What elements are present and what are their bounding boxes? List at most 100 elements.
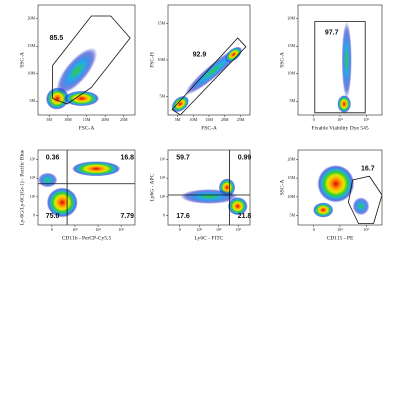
panel: 0 10³ 10⁴ 10⁵ 0 10³ 10⁴ 10⁵ CD11b - PerCP-Cy5.5 L… (18, 149, 136, 241)
y-tick-label: 15M (287, 175, 295, 180)
panel: 0 10³ 10⁴ 10⁵ 0 10³ 10⁴ 10⁵ Ly6C - FITC Ly6G - AP… (149, 149, 252, 241)
x-axis-label: Fixable Viability Dye 545 (311, 125, 368, 131)
x-axis-label: CD11b - PerCP-Cy5.5 (62, 235, 112, 241)
density (341, 21, 352, 99)
x-tick-label: 10⁵ (118, 227, 124, 232)
y-tick-label: 20M (27, 16, 35, 21)
x-tick-label: 20M (221, 117, 229, 122)
gate-percentage: 59.7 (176, 154, 190, 161)
y-axis-label: Ly-6G/Ly-6C(Gr-1) - Pacific Blue (18, 149, 25, 225)
y-tick-label: 10⁵ (160, 156, 166, 161)
density (38, 172, 58, 188)
y-tick-label: 10M (287, 194, 295, 199)
density (225, 46, 242, 63)
y-axis-label: SSC-A (279, 180, 285, 196)
y-tick-label: 10³ (160, 194, 166, 199)
x-tick-label: 10⁵ (236, 227, 242, 232)
y-tick-label: 15M (157, 20, 165, 25)
x-tick-label: 10⁴ (216, 227, 222, 232)
y-tick-label: 0 (163, 213, 165, 218)
y-tick-label: 0 (33, 213, 35, 218)
x-axis-label: CD115 - PE (327, 235, 354, 241)
density (337, 95, 351, 113)
density (171, 95, 189, 113)
gate-percentage: 16.7 (361, 166, 375, 173)
gate (52, 15, 131, 105)
y-tick-label: 5M (29, 98, 35, 103)
density-plot (171, 37, 247, 115)
x-tick-label: 25M (237, 117, 245, 122)
y-tick-label: 15M (287, 43, 295, 48)
x-axis-label: FSC-A (79, 125, 95, 131)
x-axis-label: Ly6C - FITC (195, 235, 224, 241)
panel: 5M 10M 15M 20M 0 10⁴ 10⁵ CD115 - PE SSC-A 16.7 (279, 149, 383, 241)
y-axis-label: Ly6G - APC (149, 173, 155, 201)
x-axis-label: FSC-A (201, 125, 217, 131)
density (180, 189, 238, 204)
gate-percentage: 7.79 (120, 213, 134, 220)
gate (171, 37, 247, 115)
density-plot (38, 150, 135, 225)
gate-percentage: 97.7 (325, 29, 339, 36)
x-tick-label: 5M (175, 117, 181, 122)
y-tick-label: 20M (287, 156, 295, 161)
y-tick-label: 5M (289, 213, 295, 218)
gate-percentage: 85.5 (50, 35, 64, 42)
density (71, 161, 121, 177)
density (227, 197, 248, 216)
y-axis-label: FSC-H (149, 52, 155, 68)
x-tick-label: 25M (120, 117, 128, 122)
x-tick-label: 10M (64, 117, 72, 122)
gate-percentage: 75.0 (46, 213, 60, 220)
y-axis-label: SSC-A (19, 52, 25, 68)
density-plot (314, 21, 366, 114)
x-tick-label: 10³ (72, 227, 78, 232)
x-tick-label: 15M (83, 117, 91, 122)
density (352, 197, 370, 216)
gate-percentage: 17.6 (176, 213, 190, 220)
gate (38, 150, 135, 225)
y-tick-label: 5M (159, 94, 165, 99)
y-tick-label: 10M (157, 57, 165, 62)
y-tick-label: 5M (289, 98, 295, 103)
density (46, 187, 78, 218)
gate-percentage: 16.8 (120, 154, 134, 161)
x-tick-label: 15M (205, 117, 213, 122)
x-tick-label: 0 (313, 227, 315, 232)
x-tick-label: 5M (46, 117, 52, 122)
density (317, 165, 355, 203)
x-tick-label: 10³ (197, 227, 203, 232)
x-tick-label: 10⁴ (95, 227, 101, 232)
y-tick-label: 10M (287, 71, 295, 76)
gate (168, 150, 250, 225)
panel: 5M 10M 15M 20M 0 10⁴ 10⁵ Fixable Viability Dye … (279, 4, 383, 131)
x-tick-label: 10M (189, 117, 197, 122)
density (64, 90, 100, 107)
x-tick-label: 0 (51, 227, 53, 232)
y-tick-label: 10⁴ (160, 175, 166, 180)
density-plot (168, 150, 250, 225)
gate-percentage: 92.9 (193, 51, 207, 58)
y-tick-label: 10M (27, 71, 35, 76)
y-tick-label: 15M (27, 43, 35, 48)
y-tick-label: 10³ (30, 194, 36, 199)
y-tick-label: 10⁴ (30, 175, 36, 180)
y-tick-label: 10⁵ (30, 156, 36, 161)
panel: 5M 10M 15M 20M 5M 10M 15M 20M 25M FSC-A SSC-A 85.5 (19, 4, 136, 131)
plot-frame (37, 149, 136, 226)
plot-frame (167, 149, 251, 226)
x-tick-label: 10⁵ (364, 227, 370, 232)
gate-percentage: 21.8 (238, 213, 252, 220)
density (56, 47, 98, 95)
x-tick-label: 10⁵ (364, 117, 370, 122)
x-tick-label: 0 (313, 117, 315, 122)
y-axis-label: SSC-A (279, 52, 285, 68)
y-tick-label: 20M (287, 16, 295, 21)
density-plot (45, 15, 131, 110)
gate (314, 21, 366, 114)
gate (347, 175, 382, 224)
panel: 5M 10M 15M 5M 10M 15M 20M 25M FSC-A FSC-H 92.9 (149, 4, 251, 131)
density (313, 202, 334, 218)
